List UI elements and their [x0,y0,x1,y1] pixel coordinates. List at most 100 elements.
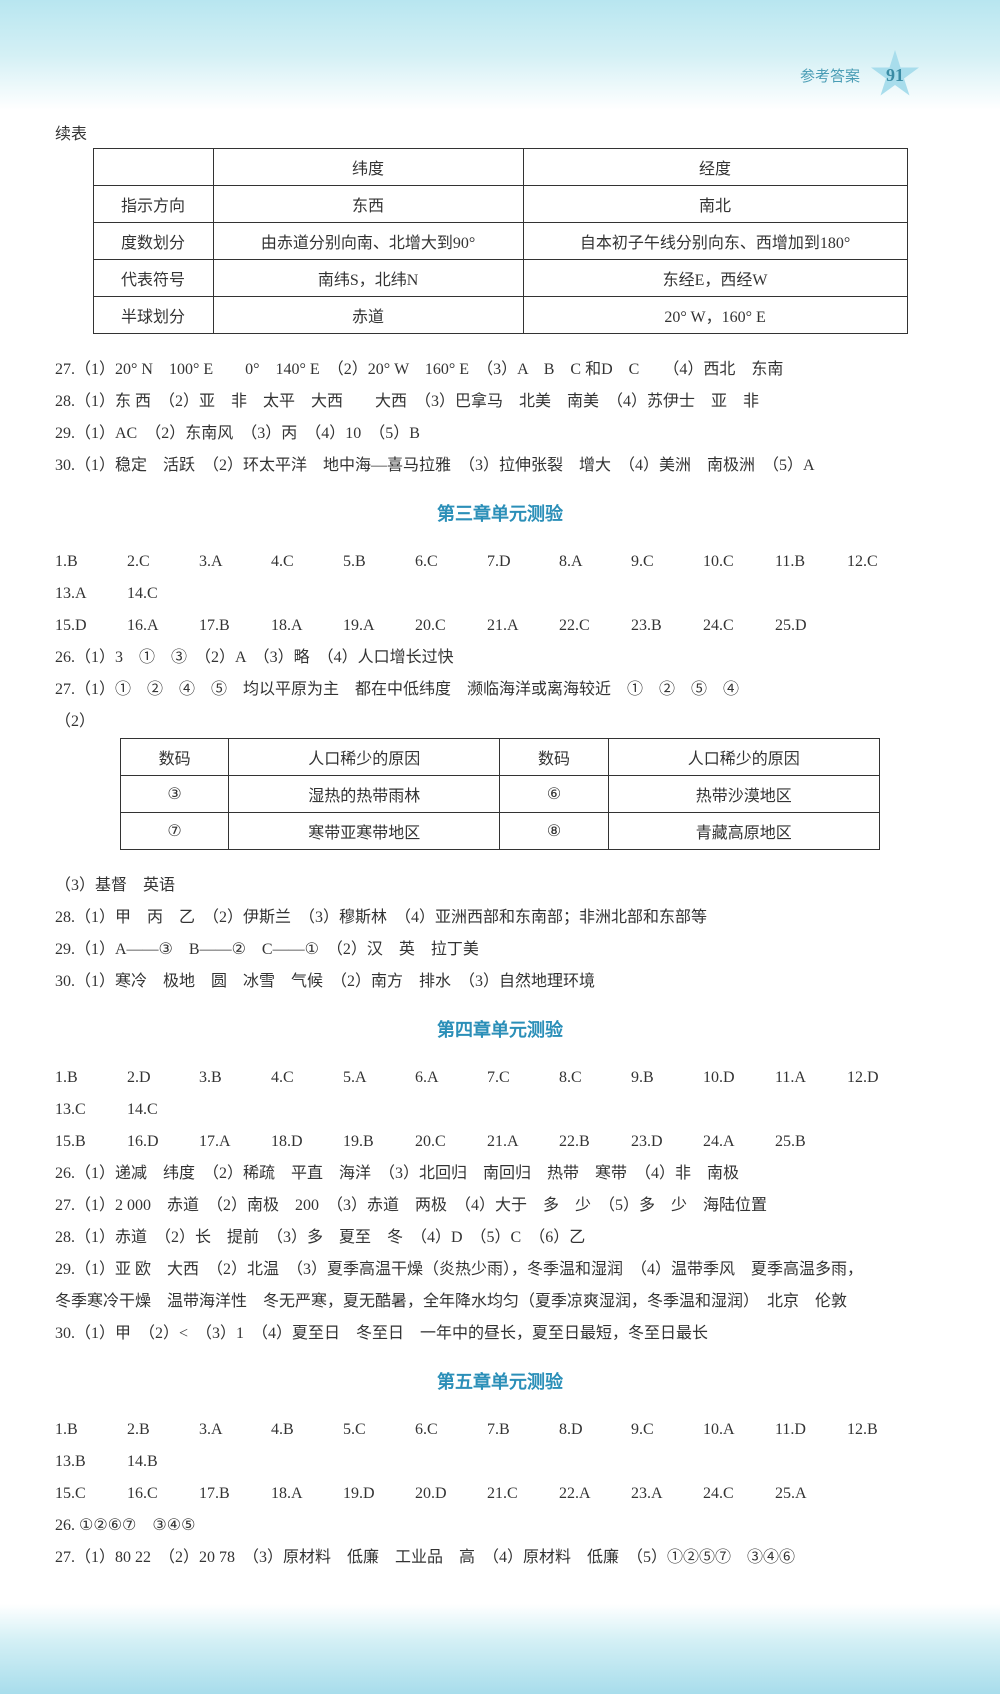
choice-answer: 6.C [415,546,469,578]
table-cell: 指示方向 [93,186,213,223]
choice-answer: 15.B [55,1126,109,1158]
section-5-choices: 1.B2.B3.A4.B5.C6.C7.B8.D9.C10.A11.D12.B1… [55,1414,945,1510]
choice-answer: 1.B [55,546,109,578]
choice-answer: 7.C [487,1062,541,1094]
choice-answer: 19.D [343,1478,397,1510]
choice-answer: 8.A [559,546,613,578]
choice-answer: 5.C [343,1414,397,1446]
section-3-title: 第三章单元测验 [55,500,945,526]
answer-line: 30.（1）甲 （2）< （3）1 （4）夏至日 冬至日 一年中的昼长，夏至日最… [55,1318,945,1350]
reference-label: 参考答案 [800,65,860,86]
choice-answer: 11.B [775,546,829,578]
answer-line: 30.（1）寒冷 极地 圆 冰雪 气候 （2）南方 排水 （3）自然地理环境 [55,966,945,998]
choice-answer: 1.B [55,1414,109,1446]
answer-line: 27.（1）20° N 100° E 0° 140° E （2）20° W 16… [55,354,945,386]
choice-answer: 15.D [55,610,109,642]
choice-answer: 20.C [415,1126,469,1158]
choice-answer: 20.D [415,1478,469,1510]
choice-answer: 14.B [127,1446,181,1478]
choice-answer: 7.B [487,1414,541,1446]
choice-answer: 16.D [127,1126,181,1158]
choice-answer: 22.B [559,1126,613,1158]
answer-line: （3）基督 英语 [55,870,945,902]
choice-answer: 21.C [487,1478,541,1510]
table-cell: 纬度 [213,149,523,186]
page-number: 91 [886,65,904,86]
table-cell: 由赤道分别向南、北增大到90° [213,223,523,260]
choice-answer: 9.C [631,546,685,578]
choice-answer: 18.A [271,610,325,642]
choice-answer: 3.A [199,1414,253,1446]
section-3-choices: 1.B2.C3.A4.C5.B6.C7.D8.A9.C10.C11.B12.C1… [55,546,945,642]
content-area: 续表 纬度 经度 指示方向 东西 南北 度数划分 由赤道分别向南、北增大到90°… [0,110,1000,1604]
choice-answer: 3.A [199,546,253,578]
choice-answer: 19.B [343,1126,397,1158]
choice-answer: 4.C [271,1062,325,1094]
star-icon: 91 [870,50,920,100]
choice-answer: 15.C [55,1478,109,1510]
choice-answer: 21.A [487,610,541,642]
answer-line: 26. ①②⑥⑦ ③④⑤ [55,1510,945,1542]
table-cell: 湿热的热带雨林 [229,776,500,813]
table-cell: 半球划分 [93,297,213,334]
choice-answer: 25.B [775,1126,829,1158]
answer-block-a: 27.（1）20° N 100° E 0° 140° E （2）20° W 16… [55,354,945,482]
choice-answer: 3.B [199,1062,253,1094]
choice-answer: 17.B [199,610,253,642]
answer-line: 26.（1）递减 纬度 （2）稀疏 平直 海洋 （3）北回归 南回归 热带 寒带… [55,1158,945,1190]
choice-answer: 6.A [415,1062,469,1094]
choice-answer: 9.B [631,1062,685,1094]
choice-answer: 17.A [199,1126,253,1158]
table-cell: 代表符号 [93,260,213,297]
table-row: ⑦ 寒带亚寒带地区 ⑧ 青藏高原地区 [121,813,880,850]
choice-answer: 23.D [631,1126,685,1158]
choice-answer: 18.D [271,1126,325,1158]
table-cell: 数码 [500,739,608,776]
answer-line: 28.（1）赤道 （2）长 提前 （3）多 夏至 冬 （4）D （5）C （6）… [55,1222,945,1254]
answer-line: 27.（1）80 22 （2）20 78 （3）原材料 低廉 工业品 高 （4）… [55,1542,945,1574]
choice-answer: 17.B [199,1478,253,1510]
table-cell: 青藏高原地区 [608,813,879,850]
table-cell: 赤道 [213,297,523,334]
answer-line: 29.（1）AC （2）东南风 （3）丙 （4）10 （5）B [55,418,945,450]
table-cell: 南北 [523,186,907,223]
answer-line: 26.（1）3 ① ③ （2）A （3）略 （4）人口增长过快 [55,642,945,674]
table-row: ③ 湿热的热带雨林 ⑥ 热带沙漠地区 [121,776,880,813]
table-cell: 度数划分 [93,223,213,260]
choice-answer: 2.C [127,546,181,578]
choice-answer: 25.A [775,1478,829,1510]
table-cell: 热带沙漠地区 [608,776,879,813]
table-cell [93,149,213,186]
table-cell: 20° W，160° E [523,297,907,334]
choice-answer: 19.A [343,610,397,642]
table-cell: 东西 [213,186,523,223]
choice-answer: 10.A [703,1414,757,1446]
choice-answer: 21.A [487,1126,541,1158]
answer-block-b: 26.（1）3 ① ③ （2）A （3）略 （4）人口增长过快 27.（1）① … [55,642,945,738]
table-row: 数码 人口稀少的原因 数码 人口稀少的原因 [121,739,880,776]
table-cell: 南纬S，北纬N [213,260,523,297]
table-cell: ⑥ [500,776,608,813]
choice-answer: 24.A [703,1126,757,1158]
choice-answer: 13.A [55,578,109,610]
choice-answer: 8.D [559,1414,613,1446]
choice-answer: 6.C [415,1414,469,1446]
table-row: 度数划分 由赤道分别向南、北增大到90° 自本初子午线分别向东、西增加到180° [93,223,907,260]
choice-answer: 11.A [775,1062,829,1094]
table-population: 数码 人口稀少的原因 数码 人口稀少的原因 ③ 湿热的热带雨林 ⑥ 热带沙漠地区… [120,738,880,850]
choice-answer: 5.B [343,546,397,578]
answer-line: 29.（1）A——③ B——② C——① （2）汉 英 拉丁美 [55,934,945,966]
choice-answer: 11.D [775,1414,829,1446]
choice-answer: 10.C [703,546,757,578]
choice-answer: 16.C [127,1478,181,1510]
table-lat-lon: 纬度 经度 指示方向 东西 南北 度数划分 由赤道分别向南、北增大到90° 自本… [93,148,908,334]
answer-line: （2） [55,706,945,738]
footer-bar [0,1604,1000,1694]
choice-answer: 23.A [631,1478,685,1510]
choice-answer: 14.C [127,578,181,610]
choice-answer: 24.C [703,610,757,642]
table-cell: ⑧ [500,813,608,850]
choice-answer: 16.A [127,610,181,642]
table-cell: 人口稀少的原因 [608,739,879,776]
answer-line: 28.（1）东 西 （2）亚 非 太平 大西 大西 （3）巴拿马 北美 南美 （… [55,386,945,418]
